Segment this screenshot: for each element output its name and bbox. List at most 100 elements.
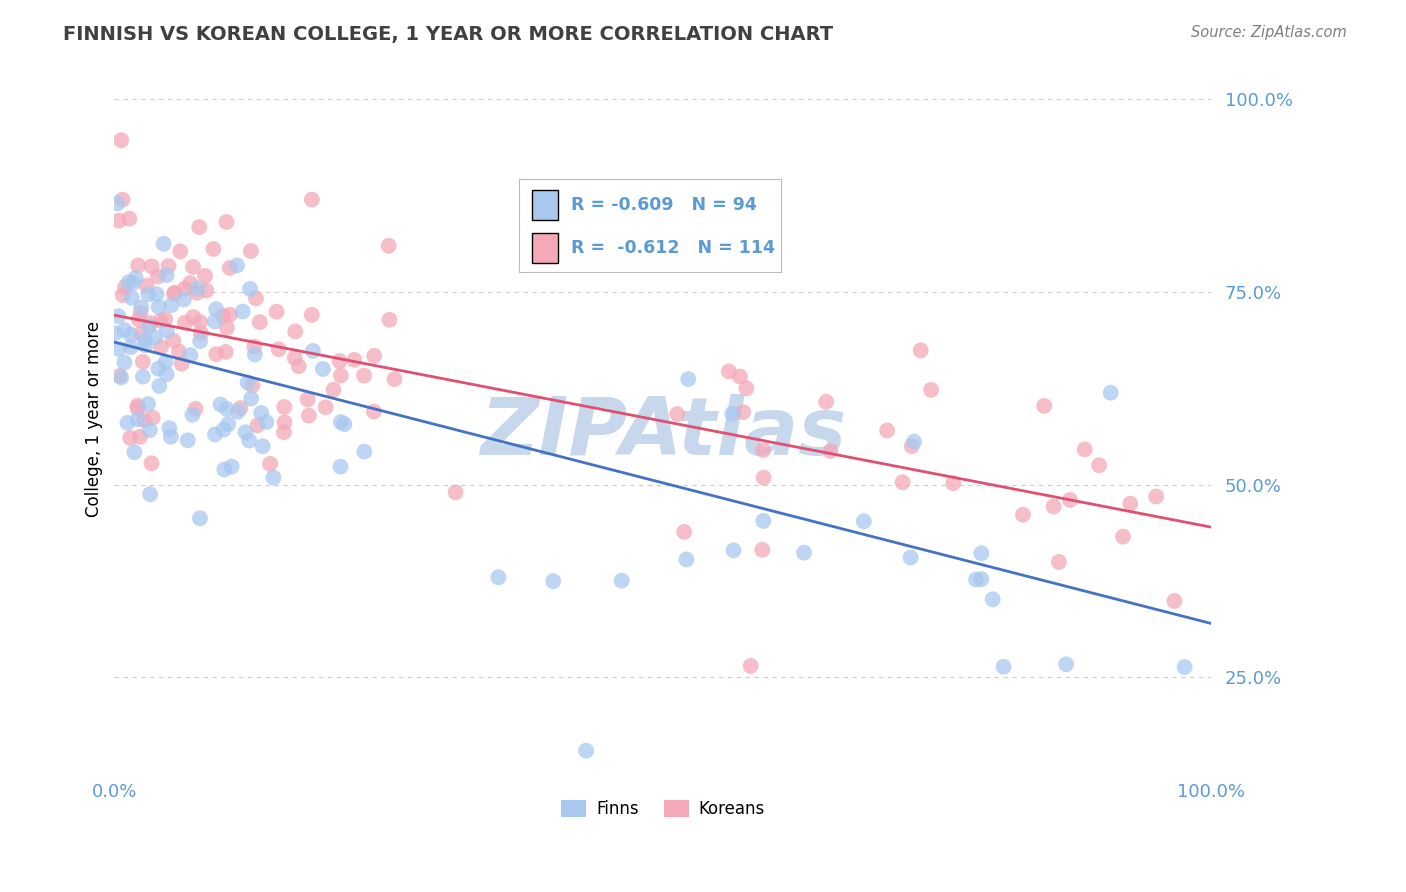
Point: [298, 409, 321, 423]
Point: [205, 347, 228, 361]
Point: [219, 308, 242, 322]
Point: [721, 407, 744, 421]
Point: [108, 213, 131, 227]
Point: [1174, 660, 1197, 674]
Point: [229, 401, 252, 416]
FancyBboxPatch shape: [531, 190, 558, 220]
Point: [363, 404, 385, 418]
Point: [204, 314, 226, 328]
Point: [254, 415, 277, 429]
Point: [965, 573, 987, 587]
Point: [575, 744, 598, 758]
Point: [259, 457, 281, 471]
Point: [378, 313, 401, 327]
Point: [329, 415, 352, 429]
Point: [226, 405, 249, 419]
Point: [170, 357, 193, 371]
Point: [1119, 497, 1142, 511]
Point: [1099, 385, 1122, 400]
Point: [132, 369, 155, 384]
Point: [239, 282, 262, 296]
Point: [942, 476, 965, 491]
Point: [1054, 657, 1077, 672]
Point: [1112, 530, 1135, 544]
Point: [149, 314, 172, 328]
Point: [215, 345, 238, 359]
Point: [273, 415, 295, 429]
Point: [212, 309, 235, 323]
Point: [160, 298, 183, 312]
Point: [134, 338, 156, 352]
Point: [114, 280, 136, 294]
Point: [165, 285, 187, 300]
Point: [129, 430, 152, 444]
Point: [353, 368, 375, 383]
Point: [118, 211, 141, 226]
Point: [127, 259, 149, 273]
Point: [215, 320, 238, 334]
Point: [243, 340, 266, 354]
Point: [139, 316, 162, 330]
Point: [156, 324, 179, 338]
Point: [1163, 594, 1185, 608]
Point: [903, 434, 925, 449]
Point: [273, 400, 295, 414]
Point: [104, 326, 127, 341]
Point: [610, 574, 633, 588]
Point: [217, 417, 239, 431]
Text: ZIPAtlas: ZIPAtlas: [479, 394, 846, 472]
Point: [852, 514, 875, 528]
Point: [267, 343, 290, 357]
Point: [117, 416, 139, 430]
Point: [717, 364, 740, 378]
Point: [353, 444, 375, 458]
Legend: Finns, Koreans: Finns, Koreans: [554, 793, 772, 825]
Point: [186, 285, 208, 300]
Point: [302, 343, 325, 358]
Point: [131, 301, 153, 315]
Point: [142, 410, 165, 425]
Point: [169, 244, 191, 259]
Point: [301, 308, 323, 322]
Point: [235, 425, 257, 440]
Point: [981, 592, 1004, 607]
Point: [675, 552, 697, 566]
Text: R =  -0.612   N = 114: R = -0.612 N = 114: [571, 239, 775, 257]
Point: [188, 334, 211, 348]
Point: [157, 259, 180, 273]
Point: [1047, 555, 1070, 569]
Point: [218, 260, 240, 275]
Point: [159, 430, 181, 444]
Point: [127, 401, 149, 416]
Point: [284, 351, 307, 365]
Point: [993, 660, 1015, 674]
Point: [444, 485, 467, 500]
Point: [148, 300, 170, 314]
Point: [735, 381, 758, 395]
FancyBboxPatch shape: [531, 233, 558, 262]
Point: [240, 392, 263, 406]
Point: [246, 418, 269, 433]
Point: [148, 361, 170, 376]
Point: [209, 398, 232, 412]
Point: [266, 304, 288, 318]
Point: [181, 408, 204, 422]
Point: [236, 376, 259, 390]
Point: [157, 421, 180, 435]
Point: [145, 287, 167, 301]
Point: [139, 423, 162, 437]
Point: [125, 271, 148, 285]
Point: [111, 193, 134, 207]
Point: [1144, 490, 1167, 504]
Y-axis label: College, 1 year or more: College, 1 year or more: [86, 321, 103, 517]
Point: [214, 462, 236, 476]
Point: [1073, 442, 1095, 457]
Point: [733, 405, 755, 419]
Point: [121, 291, 143, 305]
Point: [1088, 458, 1111, 473]
Point: [136, 397, 159, 411]
Point: [249, 315, 271, 329]
Point: [322, 383, 344, 397]
Point: [673, 524, 696, 539]
Point: [174, 316, 197, 330]
